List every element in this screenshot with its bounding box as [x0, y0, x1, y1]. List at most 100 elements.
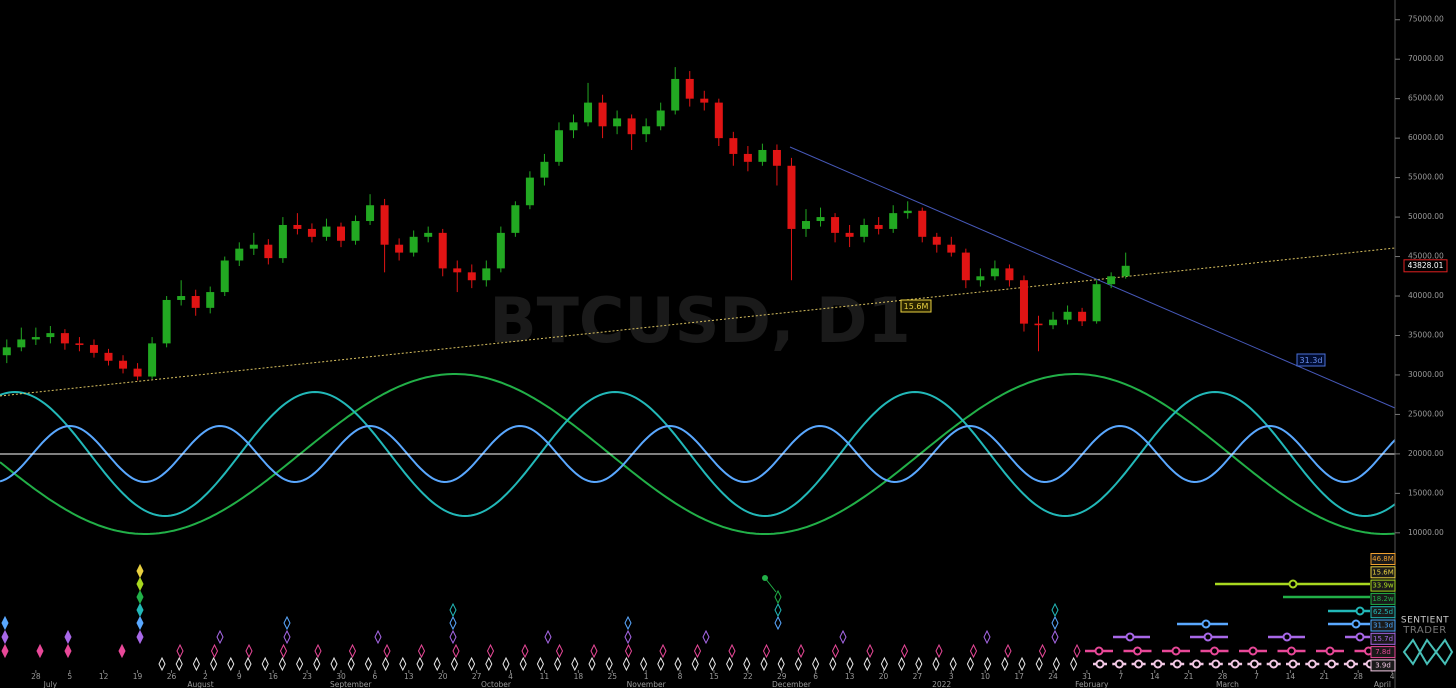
cycle-diamond	[915, 656, 923, 672]
cycle-diamond	[797, 643, 805, 659]
candle-body	[554, 130, 563, 162]
cycle-diamond	[1, 615, 9, 631]
y-tick-label: 10000.00	[1408, 528, 1444, 537]
y-tick-label: 20000.00	[1408, 449, 1444, 458]
cycle-diamond	[136, 563, 144, 579]
candle-body	[874, 224, 883, 229]
projection-dot	[1201, 619, 1211, 629]
cycle-diamond	[283, 629, 291, 645]
cycle-diamond	[330, 656, 338, 672]
y-tick-label: 55000.00	[1408, 173, 1444, 182]
candle-body	[191, 296, 200, 308]
projection-dot	[1355, 632, 1365, 642]
candle-body	[119, 360, 128, 369]
x-tick-label: 21	[1320, 672, 1330, 681]
cycle-diamond	[364, 656, 372, 672]
projection-dot	[1230, 659, 1240, 669]
cycle-diamond	[932, 656, 940, 672]
cycle-legend-box	[1370, 606, 1396, 619]
month-label: March	[1216, 680, 1239, 688]
candle-body	[947, 244, 956, 253]
x-tick-label: 31	[1082, 672, 1092, 681]
x-tick-label: 28	[1353, 672, 1363, 681]
cycle-diamond	[1051, 602, 1059, 618]
trend-line-yellow	[0, 247, 1396, 397]
cycle-diamond	[502, 656, 510, 672]
cycle-diamond	[210, 656, 218, 672]
axes: 10000.00 15000.00 20000.00 25000.00 30000.00…	[31, 15, 1448, 688]
cycle-diamond	[659, 643, 667, 659]
candle-body	[671, 78, 680, 111]
cycle-diamond	[674, 656, 682, 672]
candle-body	[511, 205, 520, 233]
last-price-box	[1403, 259, 1448, 273]
candle-body	[540, 161, 549, 178]
cycle-diamond	[313, 656, 321, 672]
candle-body	[380, 205, 389, 245]
annotation-box	[900, 299, 932, 313]
x-tick-label: 6	[373, 672, 378, 681]
cycle-diamond	[588, 656, 596, 672]
cycle-diamond	[774, 589, 782, 605]
month-label: 2022	[932, 680, 951, 688]
projection-dot	[1203, 632, 1213, 642]
cycle-diamond	[624, 615, 632, 631]
cycle-diamond	[118, 643, 126, 659]
projection-dot	[1325, 646, 1335, 656]
cycle-diamond	[554, 656, 562, 672]
month-label: September	[330, 680, 372, 688]
candle-body	[293, 224, 302, 229]
candle-body	[1107, 276, 1116, 285]
candle-body	[831, 217, 840, 233]
x-tick-label: 18	[574, 672, 584, 681]
cycle-diamond	[624, 629, 632, 645]
candle-body	[1034, 323, 1043, 326]
cycle-legend-box	[1370, 579, 1396, 592]
cycle-diamond	[863, 656, 871, 672]
x-tick-label: 14	[1150, 672, 1160, 681]
candle-body	[162, 299, 171, 344]
cycle-diamond	[227, 656, 235, 672]
projection-dot	[1133, 646, 1142, 656]
x-tick-label: 13	[845, 672, 855, 681]
cycle-diamond	[1052, 656, 1060, 672]
x-tick-label: 20	[438, 672, 448, 681]
x-tick-label: 14	[1286, 672, 1296, 681]
candle-body	[278, 224, 287, 259]
cycle-diamond	[1004, 643, 1012, 659]
cycle-diamond	[1001, 656, 1009, 672]
cycle-diamond	[691, 656, 699, 672]
cycle-diamond	[657, 656, 665, 672]
projection-dot	[1351, 619, 1361, 629]
cycle-diamond	[136, 576, 144, 592]
projection-dot	[1094, 646, 1104, 656]
projection-dot	[1288, 579, 1298, 589]
x-tick-label: 4	[508, 672, 513, 681]
cycle-legend-label: 33.9w	[1372, 582, 1394, 590]
candle-body	[75, 343, 84, 345]
candle-body	[17, 339, 26, 348]
cycle-diamond	[519, 656, 527, 672]
cycle-diamond	[760, 656, 768, 672]
cycle-diamond	[452, 643, 460, 659]
cycle-legend-label: 15.6M	[1372, 568, 1394, 576]
projection-dot	[1125, 632, 1135, 642]
cycle-diamond	[590, 643, 598, 659]
candle-body	[1019, 280, 1028, 324]
projection-dot	[1210, 646, 1219, 656]
candle-body	[133, 368, 142, 377]
projection-dot	[1134, 659, 1144, 669]
cycle-diamond	[374, 629, 382, 645]
cycle-diamond	[382, 656, 390, 672]
cycle-diamond	[64, 629, 72, 645]
x-tick-label: 4	[1390, 672, 1395, 681]
projection-dot	[1095, 659, 1105, 669]
projection-dot	[1248, 646, 1258, 656]
candle-body	[249, 244, 258, 249]
projection-dot	[1346, 659, 1356, 669]
cycle-diamond	[794, 656, 802, 672]
candle-body	[816, 217, 825, 222]
cycle-legend-label: 18.2w	[1372, 595, 1394, 603]
cycle-diamond	[399, 656, 407, 672]
